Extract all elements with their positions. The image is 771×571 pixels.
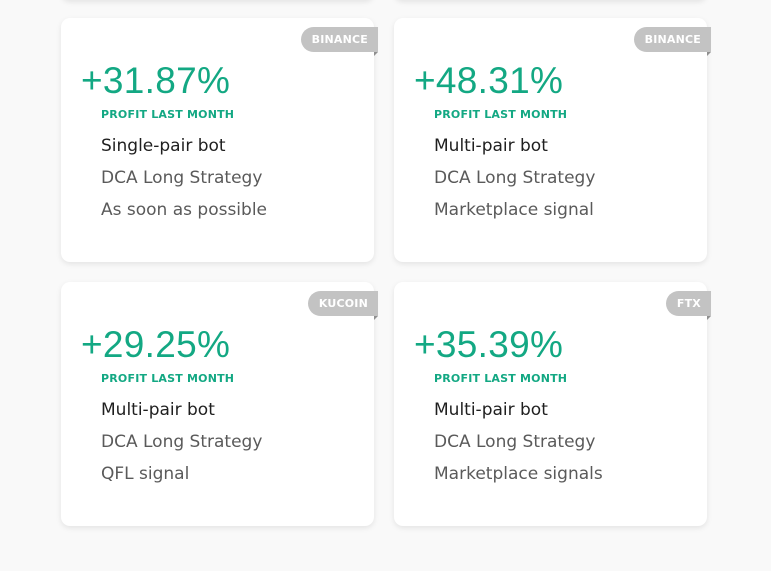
bot-card[interactable]: KUCOIN +29.25% PROFIT LAST MONTH Multi-p… [61, 282, 379, 526]
signal-text: Marketplace signals [434, 464, 603, 484]
exchange-badge: FTX [665, 291, 712, 320]
strategy-text: DCA Long Strategy [434, 168, 596, 188]
profit-label: PROFIT LAST MONTH [434, 108, 568, 121]
signal-text: Marketplace signal [434, 200, 594, 220]
profit-percentage: +29.25% [81, 324, 231, 365]
signal-text: QFL signal [101, 464, 190, 484]
profit-label: PROFIT LAST MONTH [101, 108, 235, 121]
profit-percentage: +48.31% [414, 60, 564, 101]
exchange-badge: BINANCE [300, 27, 379, 56]
strategy-text: DCA Long Strategy [101, 168, 263, 188]
bot-type: Multi-pair bot [101, 400, 215, 420]
exchange-badge: BINANCE [633, 27, 712, 56]
exchange-badge: KUCOIN [307, 291, 379, 320]
strategy-text: DCA Long Strategy [434, 432, 596, 452]
profit-percentage: +35.39% [414, 324, 564, 365]
bot-card[interactable]: BINANCE +31.87% PROFIT LAST MONTH Single… [61, 18, 379, 262]
bot-type: Single-pair bot [101, 136, 226, 156]
bot-type: Multi-pair bot [434, 136, 548, 156]
profit-percentage: +31.87% [81, 60, 231, 101]
signal-text: As soon as possible [101, 200, 268, 220]
profit-label: PROFIT LAST MONTH [434, 372, 568, 385]
bot-card[interactable]: FTX +35.39% PROFIT LAST MONTH Multi-pair… [394, 282, 712, 526]
bot-card[interactable]: BINANCE +48.31% PROFIT LAST MONTH Multi-… [394, 18, 712, 262]
bot-type: Multi-pair bot [434, 400, 548, 420]
profit-label: PROFIT LAST MONTH [101, 372, 235, 385]
strategy-text: DCA Long Strategy [101, 432, 263, 452]
